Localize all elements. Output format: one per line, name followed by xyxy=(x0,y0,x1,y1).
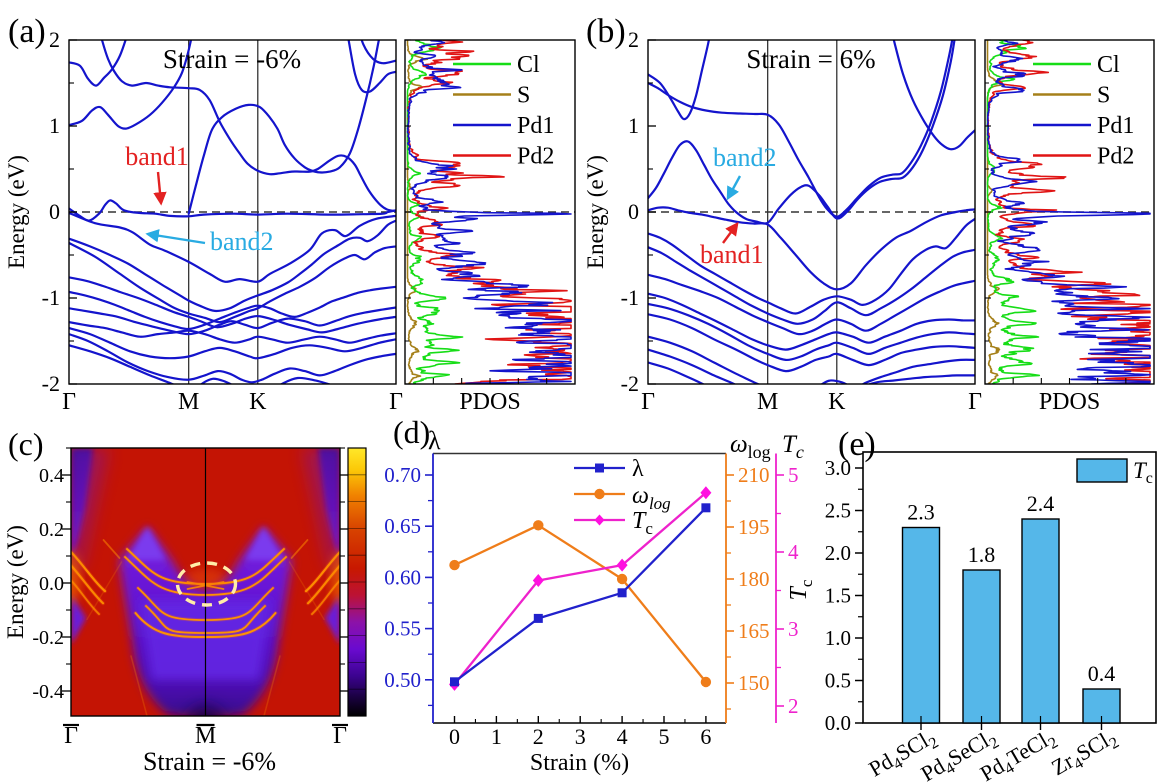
svg-text:1.8: 1.8 xyxy=(968,542,996,567)
svg-text:Strain (%): Strain (%) xyxy=(530,750,629,776)
svg-text:(d): (d) xyxy=(393,414,430,450)
svg-text:0.65: 0.65 xyxy=(384,514,421,538)
svg-text:Pd2: Pd2 xyxy=(1097,144,1134,170)
svg-text:Pd2: Pd2 xyxy=(517,144,554,170)
svg-text:Pd1: Pd1 xyxy=(517,113,554,139)
svg-text:K: K xyxy=(828,389,846,415)
svg-text:2.4: 2.4 xyxy=(1027,491,1055,516)
svg-text:1.5: 1.5 xyxy=(825,584,851,608)
svg-text:band2: band2 xyxy=(713,143,777,172)
svg-text:2: 2 xyxy=(628,27,639,52)
svg-text:ωlog: ωlog xyxy=(730,431,771,462)
svg-text:-0.2: -0.2 xyxy=(32,627,64,649)
svg-text:Γ: Γ xyxy=(389,389,403,415)
svg-text:-1: -1 xyxy=(42,285,60,310)
svg-text:(c): (c) xyxy=(8,426,44,462)
svg-text:Cl: Cl xyxy=(517,52,540,78)
svg-text:-2: -2 xyxy=(42,371,60,396)
svg-text:M: M xyxy=(195,723,216,749)
svg-text:0.70: 0.70 xyxy=(384,463,421,487)
svg-text:0.55: 0.55 xyxy=(384,617,421,641)
svg-text:(e): (e) xyxy=(838,426,876,463)
svg-text:Energy (eV): Energy (eV) xyxy=(4,155,29,269)
svg-text:4: 4 xyxy=(617,724,628,749)
svg-text:Cl: Cl xyxy=(1097,52,1120,78)
svg-text:S: S xyxy=(1097,83,1110,109)
svg-text:M: M xyxy=(178,389,199,415)
svg-text:band1: band1 xyxy=(700,240,764,269)
svg-text:-2: -2 xyxy=(621,371,639,396)
svg-text:2.3: 2.3 xyxy=(907,500,935,525)
svg-text:-1: -1 xyxy=(621,285,639,310)
svg-text:180: 180 xyxy=(738,567,770,591)
svg-text:ωlog: ωlog xyxy=(632,483,671,513)
svg-text:Tc: Tc xyxy=(786,579,816,600)
svg-text:Γ: Γ xyxy=(641,389,655,415)
svg-text:0.4: 0.4 xyxy=(1088,661,1116,686)
svg-text:0.60: 0.60 xyxy=(384,565,421,589)
svg-text:Tc: Tc xyxy=(632,508,653,538)
svg-text:0: 0 xyxy=(49,199,60,224)
svg-text:Strain = 6%: Strain = 6% xyxy=(746,44,875,74)
svg-text:0.2: 0.2 xyxy=(39,519,64,541)
svg-text:195: 195 xyxy=(738,515,770,539)
svg-text:1: 1 xyxy=(628,113,639,138)
svg-text:Γ: Γ xyxy=(64,723,78,749)
svg-text:0: 0 xyxy=(628,199,639,224)
svg-text:M: M xyxy=(757,389,778,415)
svg-text:2: 2 xyxy=(788,694,799,718)
svg-text:4: 4 xyxy=(788,540,799,564)
svg-text:0.0: 0.0 xyxy=(39,573,64,595)
svg-text:PDOS: PDOS xyxy=(1039,389,1100,415)
svg-text:2: 2 xyxy=(49,27,60,52)
svg-text:band1: band1 xyxy=(125,142,189,171)
svg-text:λ: λ xyxy=(632,456,644,482)
svg-text:Γ: Γ xyxy=(62,389,76,415)
svg-text:S: S xyxy=(517,83,530,109)
svg-text:2.0: 2.0 xyxy=(825,541,851,565)
svg-text:1: 1 xyxy=(49,113,60,138)
svg-text:0.5: 0.5 xyxy=(825,669,851,693)
svg-text:6: 6 xyxy=(700,724,711,749)
svg-text:0.0: 0.0 xyxy=(825,711,851,735)
svg-text:5: 5 xyxy=(788,463,799,487)
svg-text:Γ: Γ xyxy=(333,723,347,749)
svg-text:1: 1 xyxy=(491,724,502,749)
svg-text:Pd1: Pd1 xyxy=(1097,113,1134,139)
svg-text:Strain = -6%: Strain = -6% xyxy=(163,44,301,74)
svg-text:(a): (a) xyxy=(8,13,46,50)
svg-text:Tc: Tc xyxy=(782,431,804,462)
svg-text:5: 5 xyxy=(659,724,670,749)
svg-text:band2: band2 xyxy=(210,227,274,256)
svg-text:(b): (b) xyxy=(586,13,626,50)
svg-text:165: 165 xyxy=(738,619,770,643)
svg-text:-0.4: -0.4 xyxy=(32,681,64,703)
svg-text:Energy (eV): Energy (eV) xyxy=(583,155,608,269)
svg-text:2: 2 xyxy=(533,724,544,749)
svg-text:Energy (eV): Energy (eV) xyxy=(3,525,28,639)
svg-text:210: 210 xyxy=(738,463,770,487)
svg-text:1.0: 1.0 xyxy=(825,626,851,650)
svg-text:λ: λ xyxy=(428,426,441,455)
svg-text:0: 0 xyxy=(449,724,460,749)
svg-text:2.5: 2.5 xyxy=(825,499,851,523)
svg-text:3.0: 3.0 xyxy=(825,456,851,480)
svg-text:0.50: 0.50 xyxy=(384,668,421,692)
svg-text:Strain = -6%: Strain = -6% xyxy=(143,747,276,776)
svg-text:PDOS: PDOS xyxy=(459,389,520,415)
svg-text:3: 3 xyxy=(788,617,799,641)
svg-text:0.4: 0.4 xyxy=(39,465,64,487)
svg-text:Γ: Γ xyxy=(968,389,982,415)
svg-text:K: K xyxy=(249,389,267,415)
svg-text:3: 3 xyxy=(575,724,586,749)
svg-text:Tc: Tc xyxy=(1133,458,1153,487)
svg-text:150: 150 xyxy=(738,671,770,695)
